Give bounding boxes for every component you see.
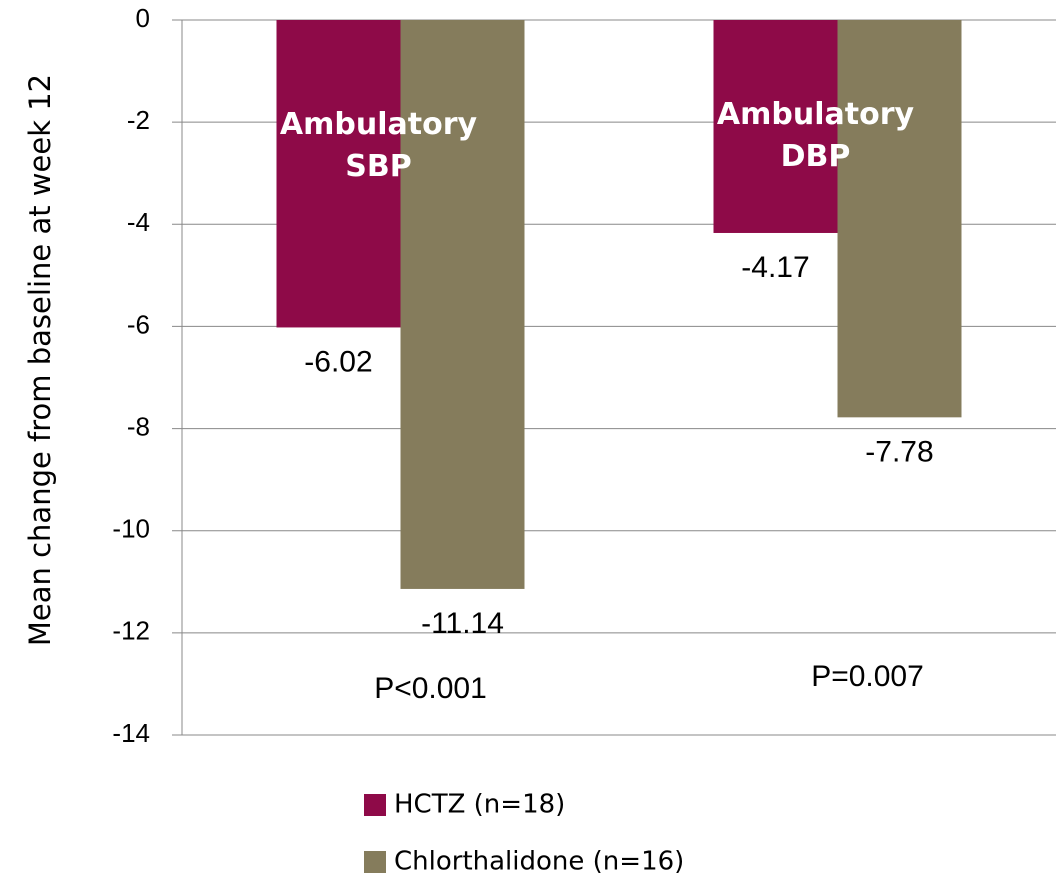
y-tick-label: -2 — [127, 105, 150, 135]
y-tick-label: -12 — [112, 616, 150, 646]
value-label: -4.17 — [741, 251, 809, 284]
y-tick-label: -14 — [112, 718, 150, 748]
category-label: Ambulatory SBP — [279, 107, 478, 184]
value-label: -6.02 — [304, 345, 372, 378]
legend-swatch — [364, 794, 386, 816]
legend-label: HCTZ (n=18) — [394, 790, 565, 820]
value-label: -11.14 — [421, 607, 504, 640]
p-value: P=0.007 — [811, 660, 924, 693]
y-tick-label: 0 — [136, 3, 150, 33]
y-tick-label: -8 — [127, 411, 150, 441]
y-tick-label: -10 — [112, 514, 150, 544]
p-value: P<0.001 — [374, 672, 487, 705]
bar — [837, 20, 962, 418]
bar — [276, 20, 401, 328]
bar — [713, 20, 838, 233]
legend-swatch — [364, 851, 386, 873]
value-label: -7.78 — [865, 435, 933, 468]
y-tick-label: -4 — [127, 207, 150, 237]
category-label: Ambulatory DBP — [716, 97, 915, 174]
legend-label: Chlorthalidone (n=16) — [394, 847, 684, 877]
y-tick-label: -6 — [127, 309, 150, 339]
y-axis-title: Mean change from baseline at week 12 — [23, 74, 57, 646]
bar — [400, 20, 525, 589]
